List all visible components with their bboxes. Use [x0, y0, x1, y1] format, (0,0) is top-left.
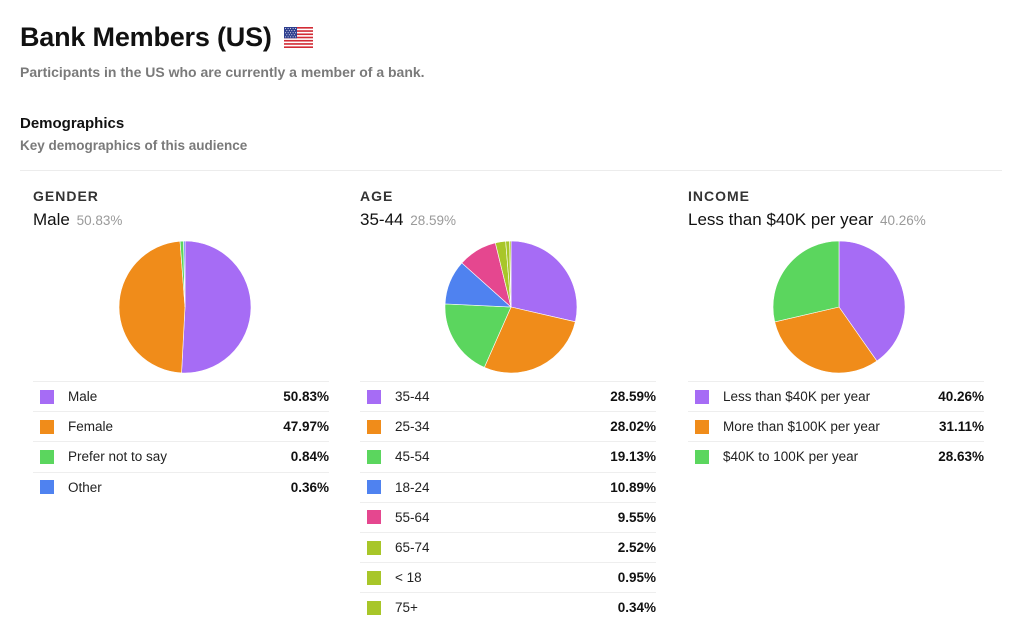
- pie-slice-less-than-40k-per-year: [838, 240, 906, 362]
- legend-swatch: [367, 540, 381, 555]
- legend-row-18-24: 18-24 10.89%: [360, 471, 656, 502]
- legend-label: 45-54: [395, 449, 430, 465]
- legend-row-male: Male 50.83%: [33, 381, 329, 411]
- legend-swatch: [367, 389, 381, 404]
- legend-swatch: [40, 389, 54, 404]
- income-panel: INCOME Less than $40K per year 40.26% Le…: [688, 188, 984, 464]
- legend-value: 2.52%: [617, 540, 656, 556]
- gender-panel: GENDER Male 50.83% Male 50.83% Female 47.97…: [33, 188, 329, 495]
- pie-slice-25-34: [483, 306, 576, 374]
- legend-row-less-than-40k-per-year: Less than $40K per year 40.26%: [688, 381, 984, 411]
- legend-label: 25-34: [395, 419, 430, 435]
- legend-value: 0.34%: [617, 600, 656, 616]
- section-divider: [20, 170, 1002, 171]
- legend-label: Less than $40K per year: [723, 389, 871, 405]
- age-panel: AGE 35-44 28.59% 35-44 28.59% 25-34 28.02% 4…: [360, 188, 656, 615]
- legend-swatch: [695, 419, 709, 434]
- legend-label: 18-24: [395, 479, 430, 495]
- legend-swatch: [40, 480, 54, 495]
- legend-value: 28.02%: [610, 419, 656, 435]
- us-flag-icon: [283, 27, 313, 48]
- section-title: Demographics: [20, 115, 125, 132]
- legend-value: 40.26%: [938, 389, 984, 405]
- income-pie-chart: [772, 240, 906, 374]
- legend-label: More than $100K per year: [723, 419, 880, 435]
- legend-swatch: [695, 449, 709, 464]
- pie-slice-other: [183, 240, 186, 308]
- legend-row-prefer-not-to-say: Prefer not to say 0.84%: [33, 441, 329, 471]
- legend-row-25-34: 25-34 28.02%: [360, 411, 656, 441]
- legend-swatch: [40, 419, 54, 434]
- gender-pie-chart: [118, 240, 252, 374]
- legend-label: Other: [68, 479, 102, 495]
- legend-swatch: [367, 600, 381, 615]
- legend-value: 28.63%: [938, 449, 984, 465]
- legend-swatch: [40, 449, 54, 464]
- panel-top-value: 35-44 28.59%: [360, 210, 656, 230]
- pie-slice-35-44: [510, 240, 578, 323]
- legend-value: 50.83%: [283, 389, 329, 405]
- legend-row-65-74: 65-74 2.52%: [360, 531, 656, 562]
- legend-value: 47.97%: [283, 419, 329, 435]
- pie-slice-40k-to-100k-per-year: [772, 240, 840, 323]
- top-percent: 40.26%: [879, 213, 926, 228]
- legend-row-other: Other 0.36%: [33, 471, 329, 502]
- age-legend: 35-44 28.59% 25-34 28.02% 45-54 19.13% 18-24 10…: [360, 381, 656, 623]
- age-pie-chart: [444, 240, 578, 374]
- pie-slice-75: [509, 240, 512, 308]
- legend-swatch: [367, 480, 381, 495]
- legend-label: $40K to 100K per year: [723, 449, 859, 465]
- panel-category: GENDER: [33, 188, 99, 204]
- legend-row-55-64: 55-64 9.55%: [360, 501, 656, 532]
- legend-row-female: Female 47.97%: [33, 411, 329, 441]
- legend-value: 28.59%: [610, 389, 656, 405]
- top-label: 35-44: [360, 210, 404, 229]
- top-percent: 28.59%: [410, 213, 457, 228]
- section-subtitle: Key demographics of this audience: [20, 138, 248, 153]
- legend-row-45-54: 45-54 19.13%: [360, 441, 656, 471]
- pie-slice-more-than-100k-per-year: [774, 306, 878, 374]
- legend-label: Male: [68, 389, 98, 405]
- legend-value: 19.13%: [610, 449, 656, 465]
- panel-category: INCOME: [688, 188, 750, 204]
- legend-label: 55-64: [395, 509, 430, 525]
- legend-value: 0.84%: [290, 449, 329, 465]
- panel-top-value: Male 50.83%: [33, 210, 329, 230]
- legend-row-18: < 18 0.95%: [360, 562, 656, 592]
- legend-swatch: [367, 419, 381, 434]
- gender-legend: Male 50.83% Female 47.97% Prefer not to say 0…: [33, 381, 329, 502]
- page-title: Bank Members (US): [20, 22, 272, 52]
- legend-value: 10.89%: [610, 479, 656, 495]
- legend-label: Female: [68, 419, 114, 435]
- legend-swatch: [367, 570, 381, 585]
- legend-value: 0.95%: [617, 570, 656, 586]
- legend-row-75: 75+ 0.34%: [360, 592, 656, 622]
- page-subtitle: Participants in the US who are currently…: [20, 64, 425, 80]
- legend-label: 75+: [395, 600, 418, 616]
- panel-top-value: Less than $40K per year 40.26%: [688, 210, 984, 230]
- legend-label: < 18: [395, 570, 422, 586]
- income-legend: Less than $40K per year 40.26% More than $…: [688, 381, 984, 472]
- legend-label: 35-44: [395, 389, 430, 405]
- legend-label: 65-74: [395, 540, 430, 556]
- legend-swatch: [367, 510, 381, 525]
- legend-label: Prefer not to say: [68, 449, 168, 465]
- legend-row-40k-to-100k-per-year: $40K to 100K per year 28.63%: [688, 441, 984, 471]
- legend-value: 9.55%: [617, 509, 656, 525]
- legend-swatch: [367, 449, 381, 464]
- pie-slice-female: [118, 240, 186, 374]
- pie-slice-male: [181, 240, 252, 374]
- page-header: Bank Members (US): [20, 22, 313, 53]
- top-label: Less than $40K per year: [688, 210, 874, 229]
- top-percent: 50.83%: [76, 213, 123, 228]
- legend-row-more-than-100k-per-year: More than $100K per year 31.11%: [688, 411, 984, 441]
- top-label: Male: [33, 210, 70, 229]
- panel-category: AGE: [360, 188, 394, 204]
- legend-value: 0.36%: [290, 479, 329, 495]
- pie-slice-45-54: [444, 303, 512, 368]
- legend-swatch: [695, 389, 709, 404]
- legend-value: 31.11%: [938, 419, 984, 435]
- legend-row-35-44: 35-44 28.59%: [360, 381, 656, 411]
